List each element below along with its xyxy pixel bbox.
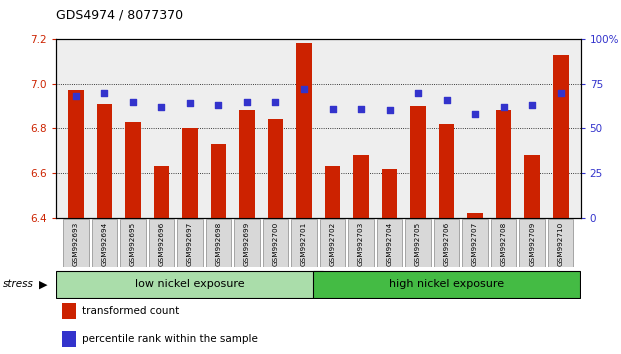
FancyBboxPatch shape [519,219,545,267]
Point [242,99,252,104]
FancyBboxPatch shape [206,219,231,267]
Bar [553,55,568,218]
Bar [211,144,226,218]
Point [214,102,224,108]
Bar [96,104,112,218]
Text: GDS4974 / 8077370: GDS4974 / 8077370 [56,9,183,22]
Bar [313,270,580,298]
Text: GSM992705: GSM992705 [415,221,421,266]
Bar [524,155,540,218]
Text: high nickel exposure: high nickel exposure [389,279,504,289]
FancyBboxPatch shape [177,219,202,267]
FancyBboxPatch shape [234,219,260,267]
Text: ▶: ▶ [39,279,47,289]
Point [384,108,394,113]
FancyBboxPatch shape [348,219,374,267]
Bar [239,110,255,218]
Text: GSM992694: GSM992694 [101,221,107,266]
Point [442,97,451,103]
Bar [439,124,455,218]
Point [299,86,309,92]
Text: GSM992703: GSM992703 [358,221,364,266]
Text: GSM992693: GSM992693 [73,221,79,266]
Bar [268,119,283,218]
Point [327,106,337,112]
FancyBboxPatch shape [320,219,345,267]
FancyBboxPatch shape [291,219,317,267]
Text: GSM992701: GSM992701 [301,221,307,266]
FancyBboxPatch shape [263,219,288,267]
FancyBboxPatch shape [462,219,488,267]
Text: low nickel exposure: low nickel exposure [135,279,245,289]
Text: GSM992699: GSM992699 [244,221,250,266]
FancyBboxPatch shape [63,219,89,267]
Bar [125,122,141,218]
Text: GSM992697: GSM992697 [187,221,193,266]
Bar [182,129,197,218]
Text: GSM992706: GSM992706 [443,221,450,266]
Text: GSM992708: GSM992708 [501,221,507,266]
Bar [353,155,369,218]
Point [527,102,537,108]
Bar [68,90,84,218]
Point [128,99,138,104]
FancyBboxPatch shape [148,219,175,267]
Point [356,106,366,112]
Point [156,104,166,110]
Point [470,111,480,117]
Text: GSM992700: GSM992700 [273,221,278,266]
Bar [410,106,426,218]
Point [413,90,423,96]
Point [556,90,566,96]
Bar [57,270,324,298]
Point [271,99,281,104]
Point [499,104,509,110]
FancyBboxPatch shape [491,219,517,267]
Text: GSM992709: GSM992709 [529,221,535,266]
FancyBboxPatch shape [91,219,117,267]
Text: GSM992707: GSM992707 [472,221,478,266]
Text: percentile rank within the sample: percentile rank within the sample [82,334,258,344]
Bar [382,169,397,218]
FancyBboxPatch shape [434,219,460,267]
FancyBboxPatch shape [120,219,146,267]
Text: transformed count: transformed count [82,306,179,316]
Bar [325,166,340,218]
Text: stress: stress [3,279,34,289]
Text: GSM992702: GSM992702 [330,221,335,266]
FancyBboxPatch shape [406,219,431,267]
Point [71,93,81,99]
Point [99,90,109,96]
Text: GSM992698: GSM992698 [215,221,222,266]
Text: GSM992704: GSM992704 [386,221,392,266]
Bar [153,166,170,218]
FancyBboxPatch shape [377,219,402,267]
Bar [296,44,312,218]
Text: GSM992710: GSM992710 [558,221,564,266]
FancyBboxPatch shape [548,219,574,267]
Point [185,101,195,106]
Bar [496,110,512,218]
Text: GSM992696: GSM992696 [158,221,165,266]
Text: GSM992695: GSM992695 [130,221,136,266]
Bar [467,213,483,218]
